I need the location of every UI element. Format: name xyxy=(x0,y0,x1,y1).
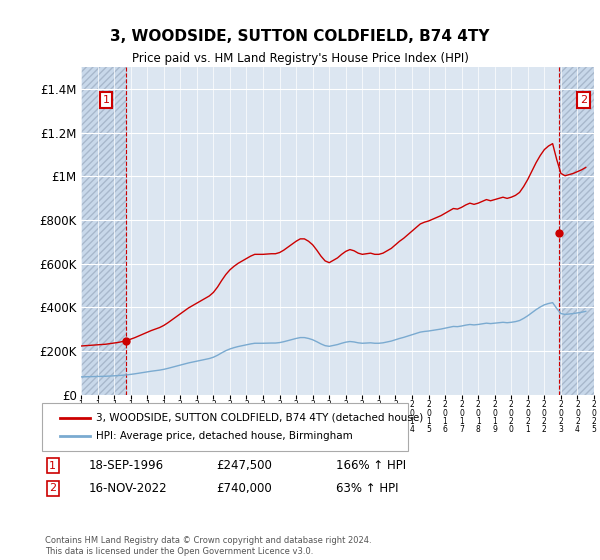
Text: 166% ↑ HPI: 166% ↑ HPI xyxy=(336,459,406,473)
Text: £247,500: £247,500 xyxy=(216,459,272,473)
Bar xyxy=(81,67,126,395)
Text: 2: 2 xyxy=(580,95,587,105)
Text: Price paid vs. HM Land Registry's House Price Index (HPI): Price paid vs. HM Land Registry's House … xyxy=(131,52,469,65)
Text: HPI: Average price, detached house, Birmingham: HPI: Average price, detached house, Birm… xyxy=(96,431,353,441)
Bar xyxy=(81,67,126,395)
Text: 18-SEP-1996: 18-SEP-1996 xyxy=(89,459,164,473)
Text: Contains HM Land Registry data © Crown copyright and database right 2024.
This d: Contains HM Land Registry data © Crown c… xyxy=(45,536,371,556)
Text: 3, WOODSIDE, SUTTON COLDFIELD, B74 4TY: 3, WOODSIDE, SUTTON COLDFIELD, B74 4TY xyxy=(110,29,490,44)
Bar xyxy=(559,67,594,395)
Text: 1: 1 xyxy=(49,461,56,471)
Text: 63% ↑ HPI: 63% ↑ HPI xyxy=(336,482,398,495)
Bar xyxy=(559,67,594,395)
Text: 3, WOODSIDE, SUTTON COLDFIELD, B74 4TY (detached house): 3, WOODSIDE, SUTTON COLDFIELD, B74 4TY (… xyxy=(96,413,423,423)
Text: 2: 2 xyxy=(49,483,56,493)
Text: 16-NOV-2022: 16-NOV-2022 xyxy=(89,482,167,495)
Text: £740,000: £740,000 xyxy=(216,482,272,495)
Text: 1: 1 xyxy=(103,95,110,105)
